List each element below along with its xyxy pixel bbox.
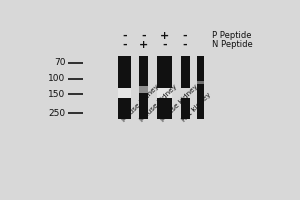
Text: -: - [141, 31, 146, 41]
Text: 150: 150 [48, 90, 65, 99]
Text: N Peptide: N Peptide [212, 40, 253, 49]
Text: Rat kidney: Rat kidney [181, 91, 212, 123]
Bar [118, 56, 131, 119]
Bar [181, 56, 190, 119]
Bar [197, 56, 203, 119]
Text: +: + [160, 31, 169, 41]
Text: -: - [183, 40, 188, 50]
Text: 250: 250 [48, 109, 65, 118]
Text: -: - [162, 40, 166, 50]
Text: -: - [122, 31, 127, 41]
Text: Mouse kidney: Mouse kidney [139, 83, 178, 123]
Text: +: + [139, 40, 148, 50]
Text: -: - [122, 40, 127, 50]
Bar [139, 86, 148, 93]
Bar [181, 88, 190, 98]
Text: P Peptide: P Peptide [212, 31, 251, 40]
Text: 70: 70 [54, 58, 65, 67]
Bar [157, 88, 172, 98]
Bar [118, 88, 131, 98]
Text: 100: 100 [48, 74, 65, 83]
Text: -: - [183, 31, 188, 41]
Text: Mouse kidney: Mouse kidney [160, 83, 200, 123]
Bar [157, 56, 172, 119]
Bar [139, 56, 148, 119]
Text: Mouse kidney: Mouse kidney [120, 83, 160, 123]
Bar [197, 81, 203, 84]
